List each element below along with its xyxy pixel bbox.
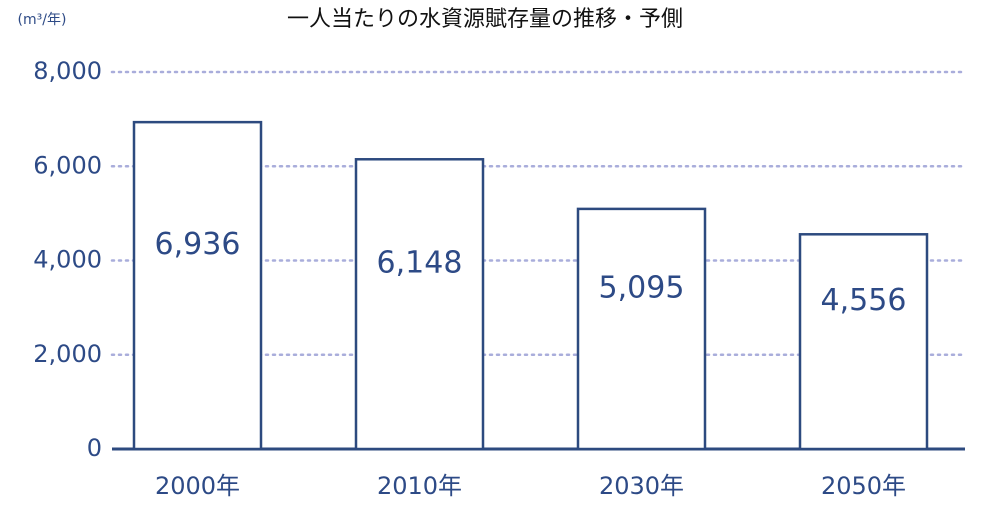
bar (576, 207, 707, 451)
y-unit: (m³/年) (18, 12, 67, 28)
x-tick-label: 2050年 (821, 472, 906, 500)
value-label: 6,936 (155, 227, 241, 262)
bar (132, 120, 263, 451)
x-tick-label: 2010年 (377, 472, 462, 500)
y-tick-label: 2,000 (33, 340, 102, 368)
chart-title: 一人当たりの水資源賦存量の推移・予側 (287, 7, 683, 32)
x-tick-label: 2030年 (599, 472, 684, 500)
x-tick-label: 2000年 (155, 472, 240, 500)
value-label: 6,148 (377, 246, 463, 281)
bar (354, 158, 485, 451)
y-tick-label: 4,000 (33, 246, 102, 274)
bar (798, 233, 929, 451)
y-tick-label: 8,000 (33, 57, 102, 85)
y-tick-label: 6,000 (33, 151, 102, 179)
y-tick-label: 0 (87, 434, 102, 462)
value-label: 4,556 (821, 283, 907, 318)
value-label: 5,095 (599, 270, 685, 305)
